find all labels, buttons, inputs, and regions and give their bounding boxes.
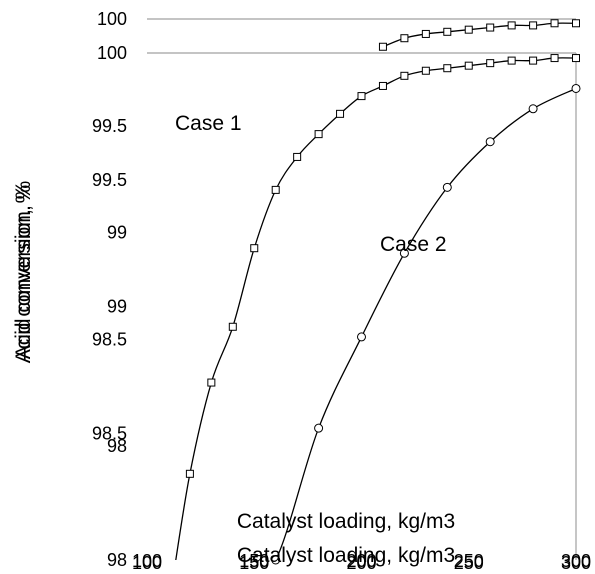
series-1-marker-shadow: [550, 19, 559, 28]
series-1-marker: [185, 469, 194, 478]
x-axis-title: Catalyst loading, kg/m3: [237, 510, 455, 533]
x-axis-title-shadow: Catalyst loading, kg/m3: [237, 544, 455, 567]
series-2-marker: [271, 555, 281, 565]
y-tick-label-shadow: 100: [97, 9, 127, 29]
series-1-marker: [529, 56, 538, 65]
x-tick-label-shadow: 150: [239, 551, 269, 571]
series-1-marker-shadow: [507, 21, 516, 30]
series-line-2: [274, 87, 577, 560]
series-1-marker: [550, 54, 559, 63]
series-1-marker: [400, 71, 409, 80]
series-1-marker-shadow: [400, 34, 409, 43]
y-tick-label: 100: [97, 43, 127, 63]
y-tick-label: 99: [107, 297, 127, 317]
series-1-marker: [378, 81, 387, 90]
annotation-case-2: Case 2: [380, 233, 447, 256]
x-tick-label-shadow: 300: [561, 551, 591, 571]
series-1-marker-shadow: [421, 29, 430, 38]
series-1-marker: [464, 61, 473, 70]
series-2-marker: [485, 137, 495, 147]
series-1-marker-shadow: [486, 23, 495, 32]
series-1-marker: [228, 322, 237, 331]
series-1-marker: [293, 152, 302, 161]
x-tick-label: 300: [561, 553, 591, 573]
y-tick-label: 98.5: [92, 423, 127, 443]
series-1-marker: [314, 130, 323, 139]
y-tick-label-shadow: 98.5: [92, 329, 127, 349]
series-1-marker: [250, 244, 259, 253]
series-2-marker: [314, 423, 324, 433]
series-1-marker-shadow: [464, 25, 473, 34]
series-1-marker: [443, 64, 452, 73]
y-axis-title-shadow: Acid conversion, %: [12, 185, 35, 364]
y-tick-label: 99.5: [92, 170, 127, 190]
series-1-marker-shadow: [443, 27, 452, 36]
x-tick-label-shadow: 250: [454, 551, 484, 571]
series-1-marker: [507, 56, 516, 65]
series-1-marker: [207, 378, 216, 387]
annotation-case-1: Case 1: [175, 112, 242, 135]
y-tick-label-shadow: 99.5: [92, 116, 127, 136]
series-1-marker: [357, 92, 366, 101]
x-tick-label-shadow: 100: [132, 551, 162, 571]
series-2-marker: [442, 182, 452, 192]
x-tick-label: 100: [132, 553, 162, 573]
series-2-marker: [571, 83, 581, 93]
series-2-marker: [357, 332, 366, 342]
y-axis-title: Acid conversion, %: [12, 181, 35, 360]
y-tick-label: 98: [107, 550, 127, 570]
x-tick-label: 150: [239, 553, 269, 573]
series-2-marker: [528, 104, 538, 114]
x-tick-label: 250: [454, 553, 484, 573]
y-tick-label-shadow: 98: [107, 436, 127, 456]
series-1-marker: [336, 109, 345, 118]
series-line-1-shadow: [382, 22, 577, 48]
series-2-marker: [399, 248, 409, 258]
series-1-marker-shadow: [378, 42, 387, 51]
series-1-marker: [421, 66, 430, 75]
x-tick-label-shadow: 200: [346, 551, 376, 571]
series-1-marker: [486, 59, 495, 68]
series-line-1: [175, 57, 577, 560]
series-1-marker: [572, 54, 580, 63]
series-1-marker-shadow: [529, 21, 538, 30]
x-tick-label: 200: [346, 553, 376, 573]
y-tick-label-shadow: 99: [107, 223, 127, 243]
series-1-marker: [271, 185, 280, 194]
series-1-marker-shadow: [572, 19, 580, 28]
